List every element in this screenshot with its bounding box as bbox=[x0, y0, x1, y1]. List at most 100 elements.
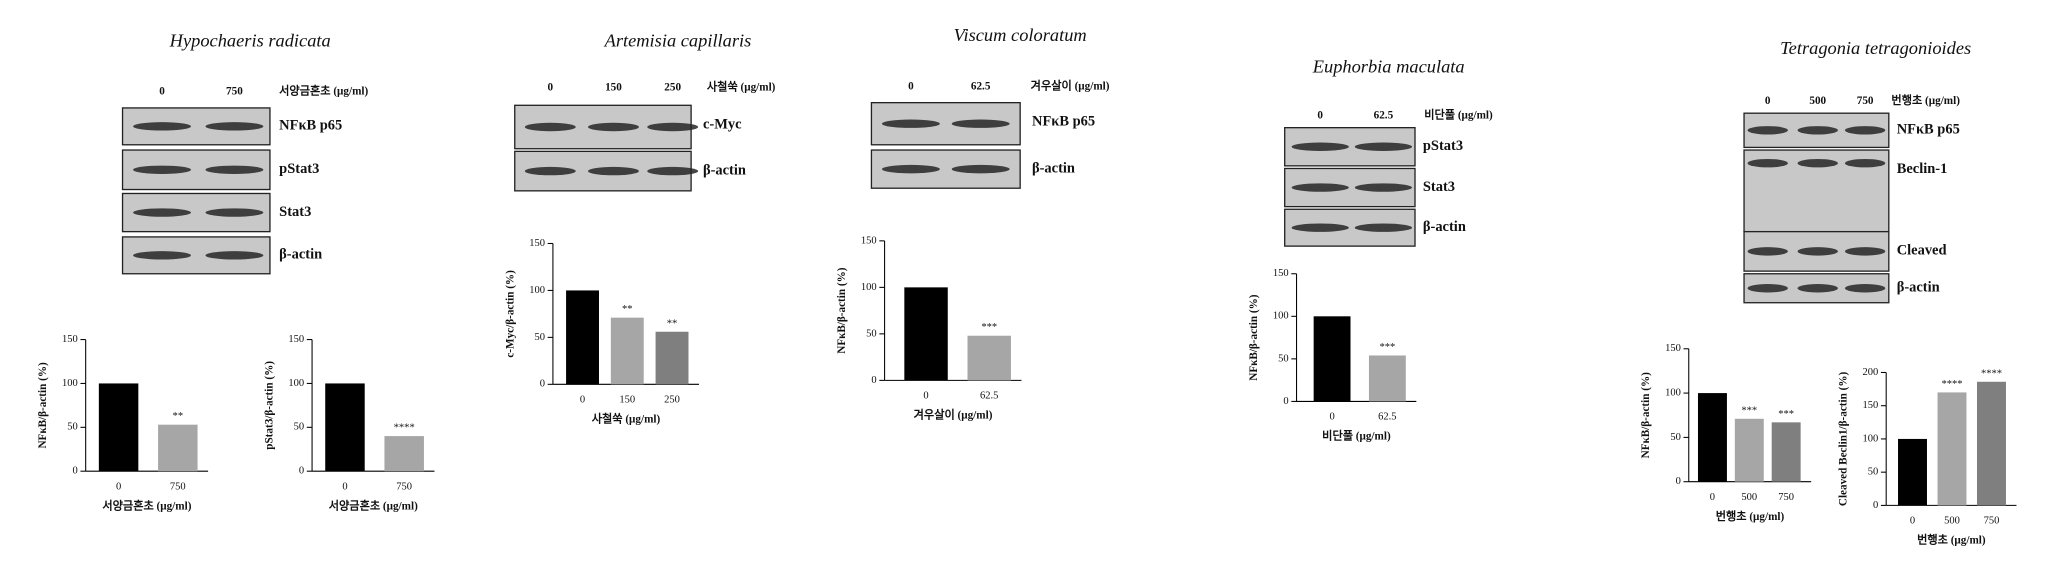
blot-band bbox=[1354, 142, 1413, 151]
x-tick-label: 750 bbox=[396, 481, 412, 492]
panel-title: Artemisia capillaris bbox=[604, 30, 752, 50]
blot-band bbox=[133, 165, 191, 174]
dose-unit: 사철쑥 (μg/ml) bbox=[707, 80, 776, 94]
blot-band bbox=[1797, 158, 1838, 168]
dose-label: 62.5 bbox=[971, 80, 991, 92]
dose-unit: 겨우살이 (μg/ml) bbox=[1031, 78, 1110, 92]
blot-band bbox=[1797, 126, 1838, 135]
x-tick-label: 250 bbox=[664, 395, 680, 406]
blot-band bbox=[205, 251, 264, 260]
significance: *** bbox=[1778, 409, 1794, 420]
bar bbox=[566, 290, 599, 385]
significance: ** bbox=[622, 304, 633, 315]
y-axis-label: c-Myc/β-actin (%) bbox=[504, 270, 516, 358]
y-tick-label: 0 bbox=[1283, 396, 1288, 407]
panel-title: Viscum coloratum bbox=[954, 25, 1087, 45]
bar bbox=[1313, 316, 1351, 402]
x-tick-label: 0 bbox=[116, 481, 121, 492]
bar bbox=[610, 317, 644, 385]
blot-band bbox=[205, 165, 264, 174]
significance: **** bbox=[1981, 368, 2002, 379]
y-tick-label: 100 bbox=[288, 378, 304, 389]
blot-label: pStat3 bbox=[1423, 138, 1463, 154]
x-tick-label: 750 bbox=[1778, 492, 1794, 503]
significance: *** bbox=[1741, 405, 1757, 416]
blot-band bbox=[133, 122, 191, 131]
blot-band bbox=[647, 166, 699, 176]
blot-band bbox=[647, 122, 699, 132]
y-tick-label: 50 bbox=[535, 332, 546, 343]
bar bbox=[325, 383, 365, 472]
blot-label: NFκB p65 bbox=[279, 118, 342, 134]
y-tick-label: 150 bbox=[861, 235, 877, 246]
blot-label: β-actin bbox=[1897, 280, 1940, 296]
blot-band bbox=[588, 122, 639, 132]
blot-label: β-actin bbox=[279, 247, 322, 263]
blot-band bbox=[1747, 284, 1788, 293]
blot-band bbox=[951, 119, 1010, 128]
blot-band bbox=[1844, 284, 1886, 293]
blot-band bbox=[588, 166, 639, 176]
y-tick-label: 0 bbox=[1873, 500, 1878, 511]
y-tick-label: 50 bbox=[67, 422, 78, 433]
y-tick-label: 0 bbox=[1676, 476, 1681, 487]
y-tick-label: 100 bbox=[1863, 433, 1879, 444]
blot-band bbox=[1354, 223, 1413, 232]
dose-label: 500 bbox=[1809, 95, 1826, 107]
blot-label: β-actin bbox=[703, 162, 746, 178]
x-axis-label: 비단풀 (μg/ml) bbox=[1322, 429, 1391, 443]
blot-band bbox=[1747, 126, 1788, 135]
blot-label: c-Myc bbox=[703, 116, 742, 132]
bar bbox=[967, 335, 1011, 381]
blot-band bbox=[881, 164, 940, 174]
x-tick-label: 500 bbox=[1944, 516, 1960, 527]
y-tick-label: 100 bbox=[529, 285, 545, 296]
panel-title: Hypochaeris radicata bbox=[169, 30, 331, 50]
bar bbox=[1976, 381, 2006, 506]
y-tick-label: 50 bbox=[1670, 432, 1681, 443]
x-tick-label: 0 bbox=[580, 395, 585, 406]
blot-band bbox=[1797, 284, 1838, 293]
bar bbox=[1368, 355, 1406, 402]
blot-label: NFκB p65 bbox=[1897, 122, 1960, 138]
x-tick-label: 0 bbox=[342, 481, 347, 492]
blot-label: pStat3 bbox=[279, 161, 319, 177]
blot-band bbox=[1291, 142, 1349, 151]
x-axis-label: 사철쑥 (μg/ml) bbox=[592, 411, 661, 425]
y-tick-label: 150 bbox=[1273, 268, 1289, 279]
blot-label: Stat3 bbox=[279, 204, 311, 220]
bar bbox=[1771, 422, 1801, 482]
blot-band bbox=[1797, 247, 1838, 256]
x-tick-label: 0 bbox=[1329, 412, 1334, 423]
blot-label: β-actin bbox=[1423, 219, 1466, 235]
y-axis-label: NFκB/β-actin (%) bbox=[1248, 294, 1260, 381]
dose-label: 0 bbox=[1765, 95, 1771, 107]
significance: ** bbox=[667, 318, 678, 329]
y-tick-label: 50 bbox=[866, 328, 877, 339]
y-tick-label: 50 bbox=[1868, 467, 1879, 478]
x-axis-label: 서양금혼초 (μg/ml) bbox=[329, 498, 418, 512]
x-axis-label: 서양금혼초 (μg/ml) bbox=[102, 498, 191, 512]
y-tick-label: 0 bbox=[299, 466, 304, 477]
blot-band bbox=[205, 122, 264, 131]
x-axis-label: 번행초 (μg/ml) bbox=[1716, 509, 1785, 523]
significance: **** bbox=[394, 423, 415, 434]
y-tick-label: 0 bbox=[540, 379, 545, 390]
bar bbox=[98, 383, 139, 472]
dose-label: 750 bbox=[226, 86, 243, 98]
y-axis-label: pStat3/β-actin (%) bbox=[264, 361, 276, 450]
y-tick-label: 150 bbox=[1665, 343, 1681, 354]
blot-label: Beclin-1 bbox=[1897, 161, 1948, 177]
y-axis-label: NFκB/β-actin (%) bbox=[37, 362, 49, 449]
blot-band bbox=[881, 119, 940, 128]
dose-unit: 번행초 (μg/ml) bbox=[1891, 93, 1960, 107]
blot-band bbox=[133, 208, 191, 217]
blot-label: Stat3 bbox=[1423, 179, 1455, 195]
x-tick-label: 0 bbox=[1710, 492, 1715, 503]
y-tick-label: 50 bbox=[294, 422, 305, 433]
blot-band bbox=[205, 208, 264, 217]
blot-band bbox=[1844, 126, 1886, 135]
y-tick-label: 0 bbox=[73, 466, 78, 477]
bar bbox=[1898, 438, 1927, 506]
